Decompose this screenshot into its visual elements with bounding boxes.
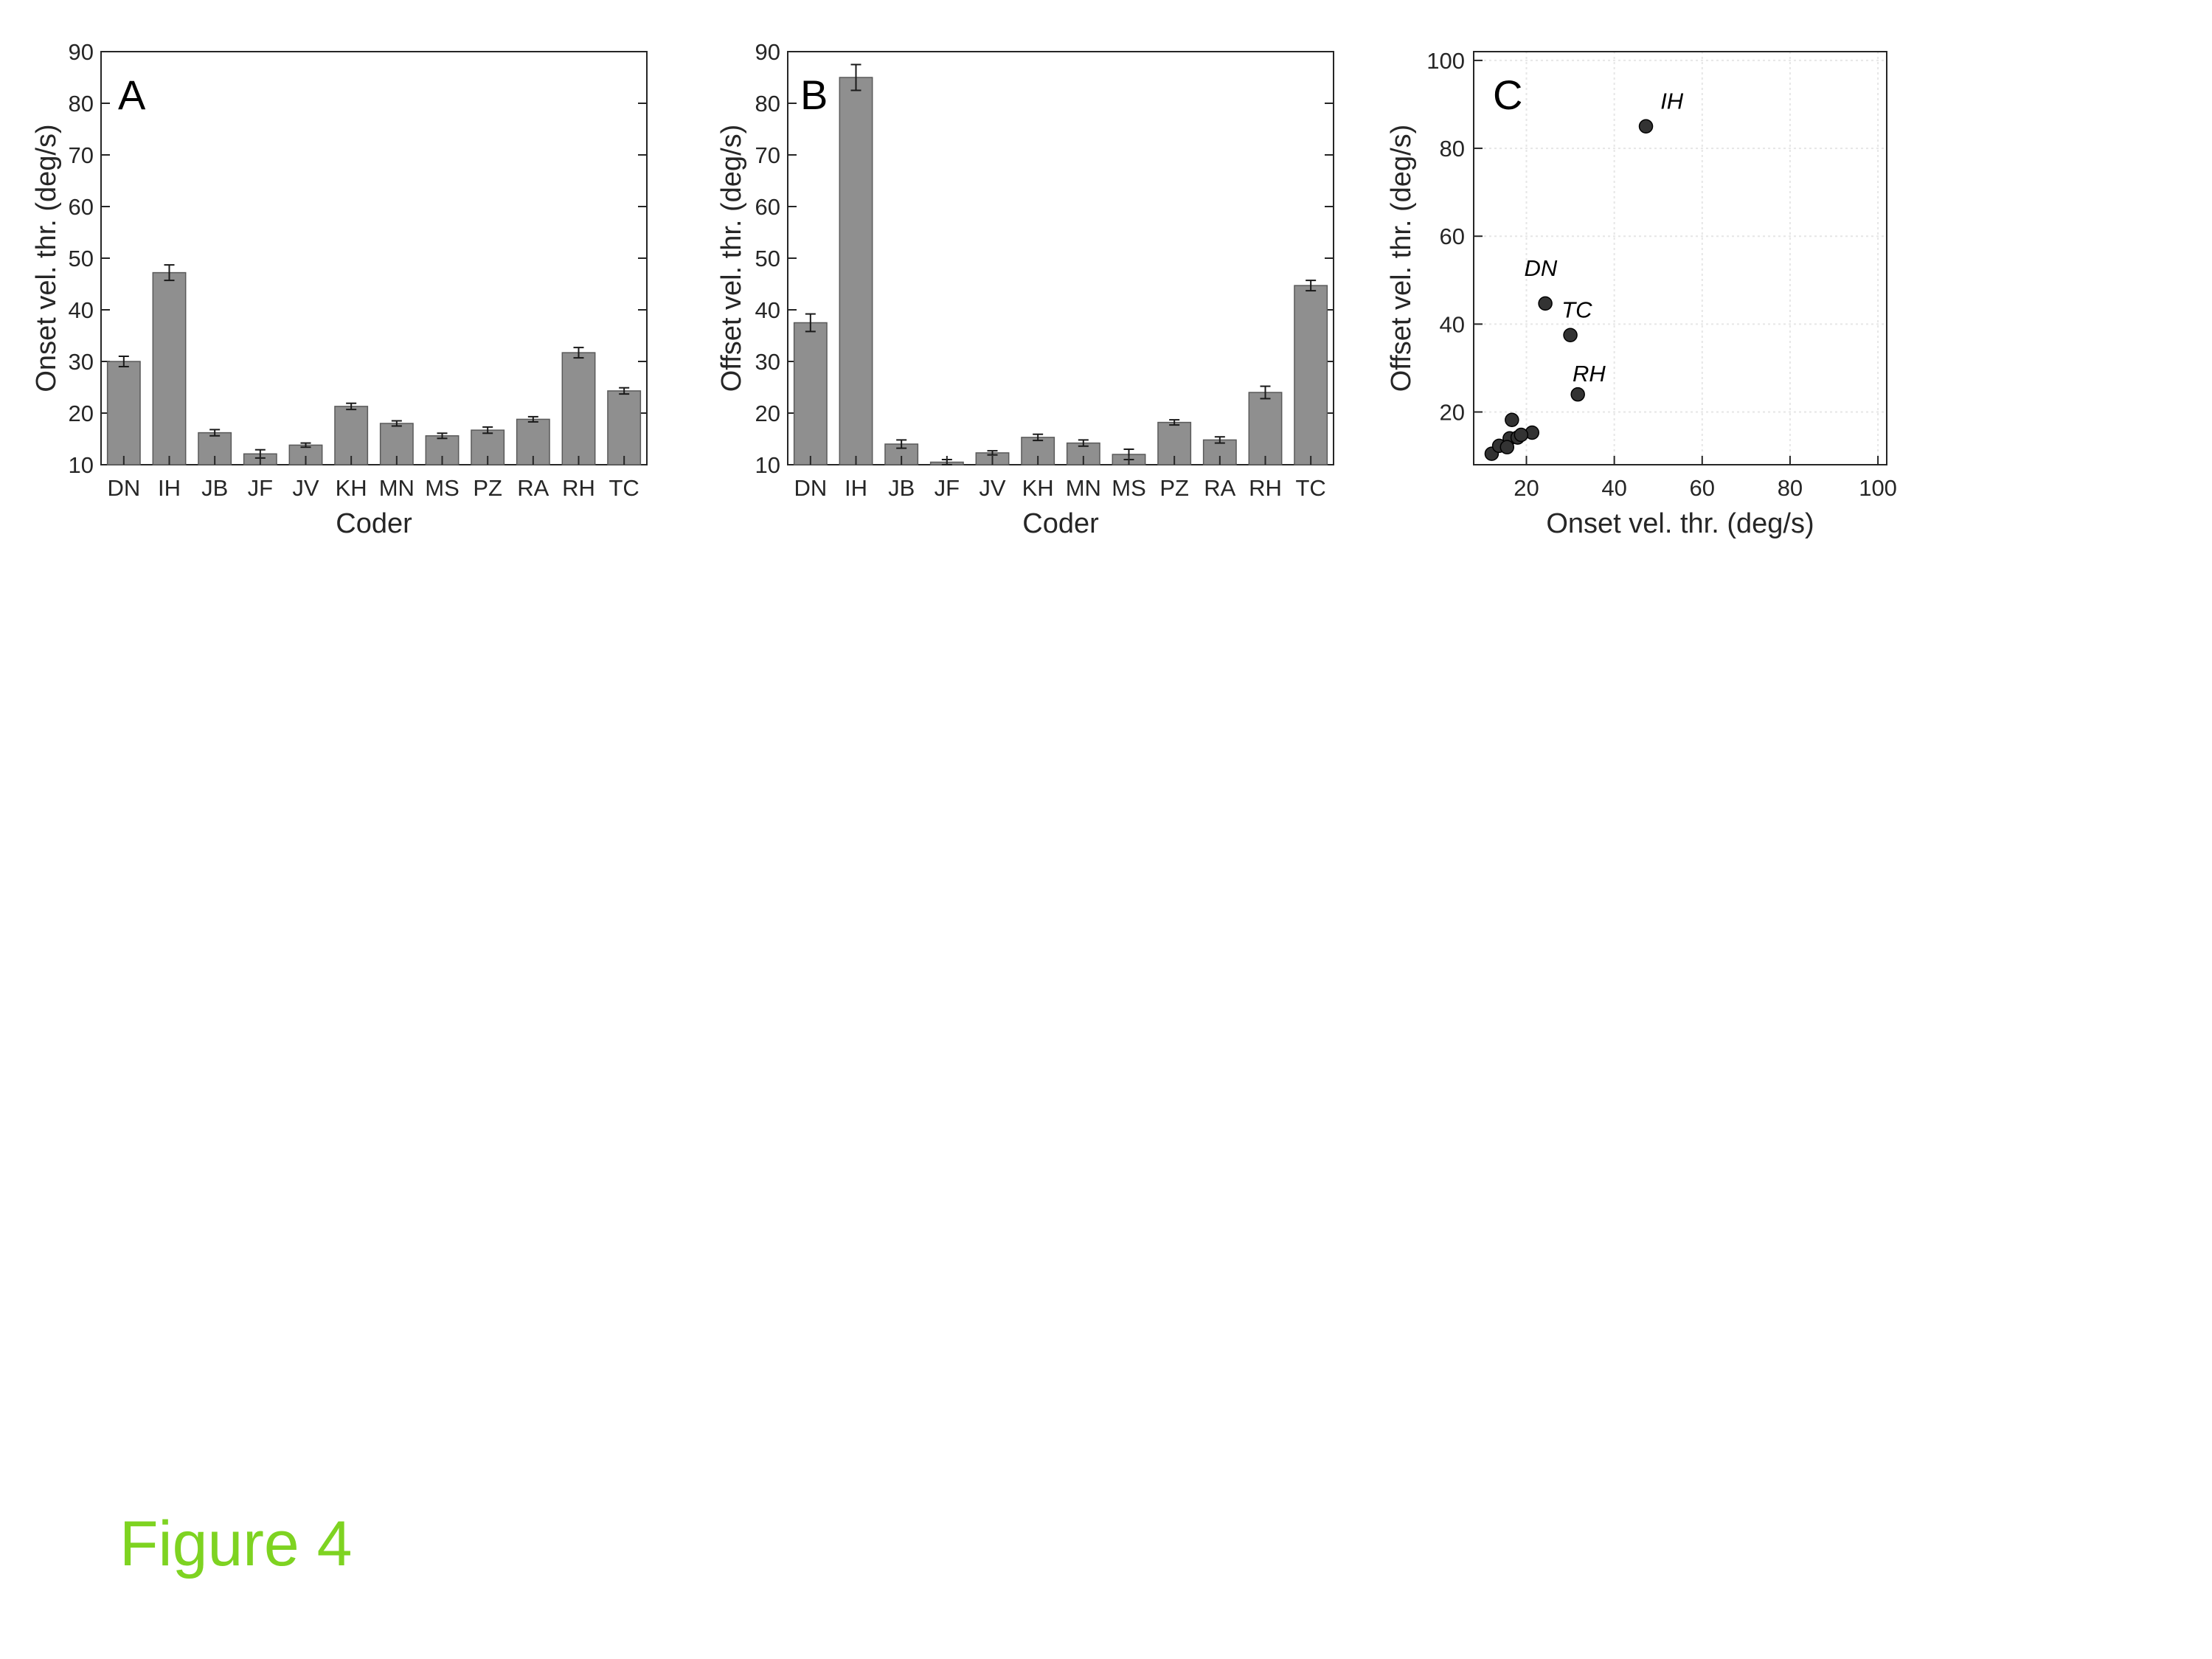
bar-ih [839, 77, 873, 465]
y-tick-label: 90 [755, 39, 780, 65]
x-tick-label-ms: MS [1112, 475, 1146, 501]
plot-frame-c [1473, 51, 1887, 465]
y-tick-label: 20 [69, 401, 94, 426]
y-tick-label: 40 [1440, 311, 1465, 337]
bar-tc [1294, 285, 1328, 465]
plot-frame-b [787, 51, 1334, 465]
x-tick-label: 40 [1601, 475, 1626, 501]
x-tick-label-jb: JB [201, 475, 228, 501]
scatter-point [1638, 119, 1654, 134]
panel-label-a: A [118, 72, 146, 118]
y-tick-label: 80 [69, 91, 94, 117]
x-tick-label-jv: JV [979, 475, 1006, 501]
point-label-tc: TC [1561, 297, 1592, 322]
panel-c: Onset vel. thr. (deg/s) Offset vel. thr.… [1386, 48, 1897, 539]
x-tick-label: 100 [1859, 475, 1897, 501]
x-tick-label-ih: IH [845, 475, 867, 501]
x-tick-label-ra: RA [517, 475, 549, 501]
x-tick-label-jv: JV [292, 475, 319, 501]
y-tick-label: 100 [1426, 48, 1465, 74]
point-label-rh: RH [1573, 361, 1606, 387]
y-tick-label: 20 [1440, 400, 1465, 426]
x-tick-label: 80 [1778, 475, 1803, 501]
y-axis-label-b: Offset vel. thr. (deg/s) [716, 125, 747, 392]
y-tick-label: 50 [755, 246, 780, 271]
x-tick-label-jf: JF [935, 475, 960, 501]
y-tick-label: 70 [755, 142, 780, 168]
x-tick-label-rh: RH [562, 475, 595, 501]
y-tick-label: 50 [69, 246, 94, 271]
x-tick-label: 60 [1690, 475, 1715, 501]
x-tick-label: 20 [1514, 475, 1539, 501]
figure-caption: Figure 4 [119, 1509, 353, 1579]
panel-a: Coder Onset vel. thr. (deg/s) 10 20 30 40 50… [31, 39, 648, 539]
bar-dn [793, 322, 828, 465]
y-axis-label-c: Offset vel. thr. (deg/s) [1386, 125, 1417, 392]
x-tick-label-mn: MN [1066, 475, 1101, 501]
y-tick-label: 60 [69, 194, 94, 220]
scatter-point [1514, 427, 1529, 443]
scatter-point [1538, 296, 1553, 311]
x-tick-label-jf: JF [248, 475, 273, 501]
y-tick-label: 30 [755, 349, 780, 375]
y-tick-label: 40 [69, 297, 94, 323]
x-tick-label-ih: IH [158, 475, 181, 501]
x-tick-label-pz: PZ [473, 475, 502, 501]
x-tick-label-rh: RH [1249, 475, 1282, 501]
x-tick-label-dn: DN [794, 475, 827, 501]
x-tick-label-kh: KH [1022, 475, 1054, 501]
y-tick-label: 20 [755, 401, 780, 426]
x-tick-label-dn: DN [107, 475, 140, 501]
bar-tc [607, 390, 642, 465]
point-label-dn: DN [1525, 255, 1558, 281]
y-tick-label: 80 [755, 91, 780, 117]
x-axis-label-b: Coder [1022, 508, 1099, 539]
scatter-point [1570, 387, 1585, 402]
x-tick-label-tc: TC [609, 475, 639, 501]
bar-rh [1248, 392, 1283, 465]
bar-dn [106, 361, 141, 465]
bar-rh [561, 352, 596, 465]
scatter-point [1505, 412, 1519, 427]
bar-ih [152, 271, 187, 465]
x-tick-label-kh: KH [336, 475, 367, 501]
scatter-point [1499, 440, 1515, 454]
y-tick-label: 80 [1440, 136, 1465, 162]
panel-label-c: C [1493, 72, 1522, 118]
y-axis-label-a: Onset vel. thr. (deg/s) [31, 124, 62, 392]
y-tick-label: 10 [69, 452, 94, 478]
panel-label-b: B [800, 72, 828, 118]
bar-kh [334, 406, 369, 465]
plot-frame-outline-c [1473, 51, 1887, 465]
y-tick-label: 90 [69, 39, 94, 65]
scatter-point [1563, 328, 1578, 343]
y-tick-label: 70 [69, 142, 94, 168]
plot-frame-a [100, 51, 648, 465]
x-axis-label-c: Onset vel. thr. (deg/s) [1546, 508, 1814, 539]
x-tick-label-jb: JB [888, 475, 915, 501]
y-tick-label: 60 [755, 194, 780, 220]
x-tick-label-ra: RA [1204, 475, 1235, 501]
y-tick-label: 10 [755, 452, 780, 478]
point-label-ih: IH [1660, 88, 1684, 114]
x-axis-label-a: Coder [336, 508, 412, 539]
y-tick-label: 40 [755, 297, 780, 323]
x-tick-label-mn: MN [379, 475, 415, 501]
y-tick-label: 60 [1440, 224, 1465, 249]
panel-b: Coder Offset vel. thr. (deg/s) 10 20 30 40 5… [716, 39, 1334, 539]
y-tick-label: 30 [69, 349, 94, 375]
x-tick-label-pz: PZ [1159, 475, 1189, 501]
x-tick-label-tc: TC [1296, 475, 1326, 501]
x-tick-label-ms: MS [425, 475, 460, 501]
